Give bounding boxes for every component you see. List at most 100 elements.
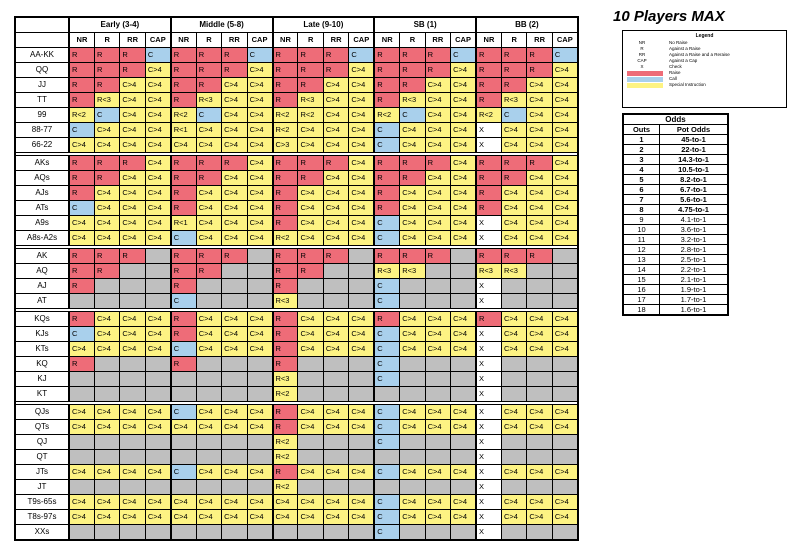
action-cell: R [500, 47, 528, 63]
action-cell: C>4 [348, 137, 375, 153]
action-cell: C>4 [322, 509, 350, 525]
action-cell [119, 479, 146, 495]
action-cell: C>4 [221, 419, 248, 435]
action-cell: R [93, 77, 121, 93]
action-cell: C>4 [67, 230, 95, 246]
action-cell: X [474, 449, 502, 465]
action-cell: C>4 [348, 404, 375, 420]
pot-odds-cell: 8.2-to-1 [659, 174, 729, 185]
action-cell: C>4 [551, 155, 579, 171]
action-cell: C>4 [93, 509, 121, 525]
action-cell [424, 524, 452, 541]
action-cell [551, 263, 579, 279]
action-cell: C>4 [297, 200, 324, 216]
outs-cell: 6 [622, 184, 661, 195]
odds-row: 7 5.6-to-1 [622, 194, 729, 205]
action-cell: C>4 [348, 326, 375, 342]
action-cell: C>4 [246, 122, 274, 138]
column-header: R [399, 32, 426, 48]
hand-label: AQ [14, 263, 70, 279]
action-cell: C>4 [246, 464, 274, 480]
hand-label: AKs [14, 155, 70, 171]
action-cell: C>4 [322, 185, 350, 201]
action-cell: C>4 [424, 215, 452, 231]
action-cell: R [271, 263, 299, 279]
action-cell: C>4 [322, 137, 350, 153]
action-cell: C>4 [119, 215, 146, 231]
hand-row: AK R R R R R R R R R R R R R R R [14, 248, 579, 264]
odds-row: 17 1.7-to-1 [622, 294, 729, 305]
action-cell: C>4 [195, 185, 223, 201]
action-cell: C>4 [144, 107, 172, 123]
action-cell [450, 356, 477, 372]
action-cell [246, 524, 274, 541]
action-cell [67, 434, 95, 450]
action-cell: C>4 [424, 326, 452, 342]
action-cell: R [322, 47, 350, 63]
action-cell: C>4 [221, 137, 248, 153]
action-cell: C [67, 122, 95, 138]
outs-cell: 18 [622, 304, 661, 316]
action-cell: X [474, 479, 502, 495]
action-cell: C>4 [399, 419, 426, 435]
odds-row: 5 8.2-to-1 [622, 174, 729, 185]
legend-title: Legend [695, 33, 714, 39]
action-cell: C>4 [195, 137, 223, 153]
action-cell: X [474, 524, 502, 541]
action-cell: C>4 [450, 215, 477, 231]
action-cell: C [246, 47, 274, 63]
action-cell: R [195, 155, 223, 171]
action-cell: R [424, 47, 452, 63]
action-cell [246, 449, 274, 465]
action-cell [348, 434, 375, 450]
action-cell: C>4 [399, 230, 426, 246]
action-cell: C>4 [526, 77, 553, 93]
legend-description: No Raise [669, 40, 688, 45]
action-cell [93, 278, 121, 294]
action-cell [144, 434, 172, 450]
action-cell: C>4 [221, 230, 248, 246]
action-cell: C>4 [144, 404, 172, 420]
hand-row: KJs C C>4 C>4 C>4 R C>4 C>4 C>4 R C>4 C>4 C>4 C C>4 C>4… [14, 326, 579, 342]
action-cell [144, 293, 172, 309]
action-cell: C>4 [93, 230, 121, 246]
action-cell: R [474, 311, 502, 327]
action-cell: C>4 [348, 419, 375, 435]
action-cell [195, 371, 223, 387]
action-cell [144, 386, 172, 402]
action-cell: C>4 [93, 122, 121, 138]
action-cell: C>4 [500, 122, 528, 138]
action-cell: C [373, 434, 401, 450]
odds-row: 12 2.8-to-1 [622, 244, 729, 255]
action-cell [93, 449, 121, 465]
action-cell: C [169, 404, 197, 420]
action-cell: C>4 [297, 494, 324, 510]
action-cell: C>4 [450, 311, 477, 327]
action-cell [322, 371, 350, 387]
pot-odds-cell: 45-to-1 [659, 134, 729, 145]
action-cell [526, 434, 553, 450]
action-cell [348, 263, 375, 279]
action-cell: C>4 [450, 92, 477, 108]
action-cell: C>4 [348, 62, 375, 78]
action-cell: X [474, 230, 502, 246]
action-cell: C>4 [119, 419, 146, 435]
column-header: CAP [144, 32, 172, 48]
action-cell [322, 386, 350, 402]
action-cell: C>4 [246, 170, 274, 186]
action-cell [93, 434, 121, 450]
action-cell: C>4 [348, 494, 375, 510]
action-cell [119, 278, 146, 294]
hand-row: AKs R R R C>4 R R R C>4 R R R C>4 R R R C>4 R R R C>4 [14, 155, 579, 171]
action-cell: C>4 [93, 404, 121, 420]
action-cell: C>4 [450, 185, 477, 201]
action-cell: C>4 [526, 230, 553, 246]
action-cell: C>4 [551, 200, 579, 216]
column-header: NR [271, 32, 299, 48]
hand-row: QJs C>4 C>4 C>4 C>4 C C>4 C>4 C>4 R C>4 C>4 C>4 C C>4 C… [14, 404, 579, 420]
action-cell: R [271, 170, 299, 186]
action-cell: C>4 [348, 170, 375, 186]
column-header: CAP [450, 32, 477, 48]
action-cell: C>4 [424, 137, 452, 153]
action-cell [348, 479, 375, 495]
